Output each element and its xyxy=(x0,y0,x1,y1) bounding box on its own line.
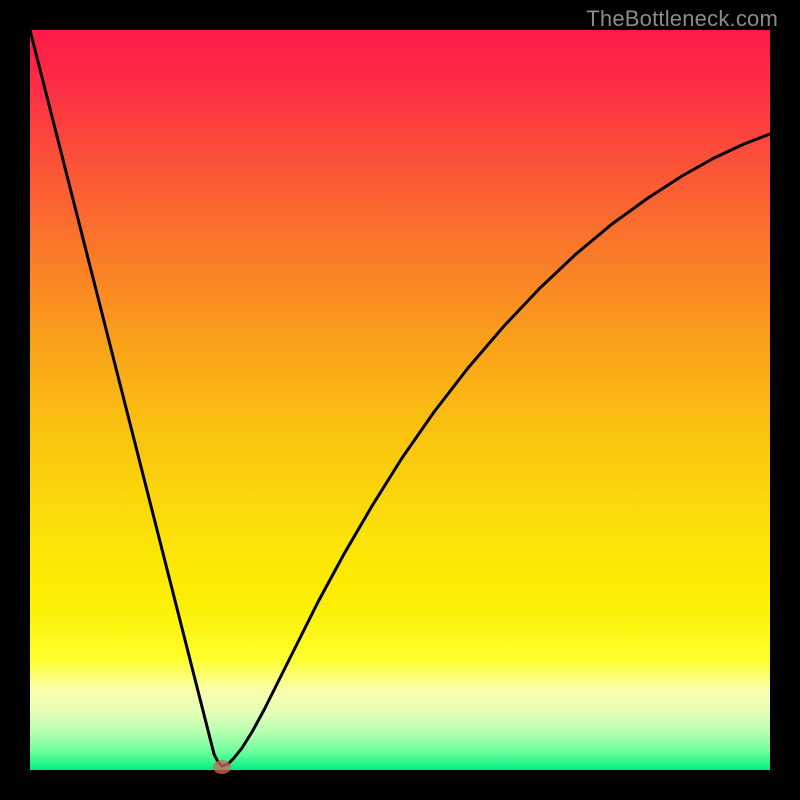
chart-frame: TheBottleneck.com xyxy=(0,0,800,800)
plot-area xyxy=(30,30,770,770)
curve-layer xyxy=(0,0,800,800)
minimum-marker xyxy=(213,760,231,774)
attribution-label: TheBottleneck.com xyxy=(586,6,778,32)
bottleneck-curve xyxy=(30,30,770,766)
